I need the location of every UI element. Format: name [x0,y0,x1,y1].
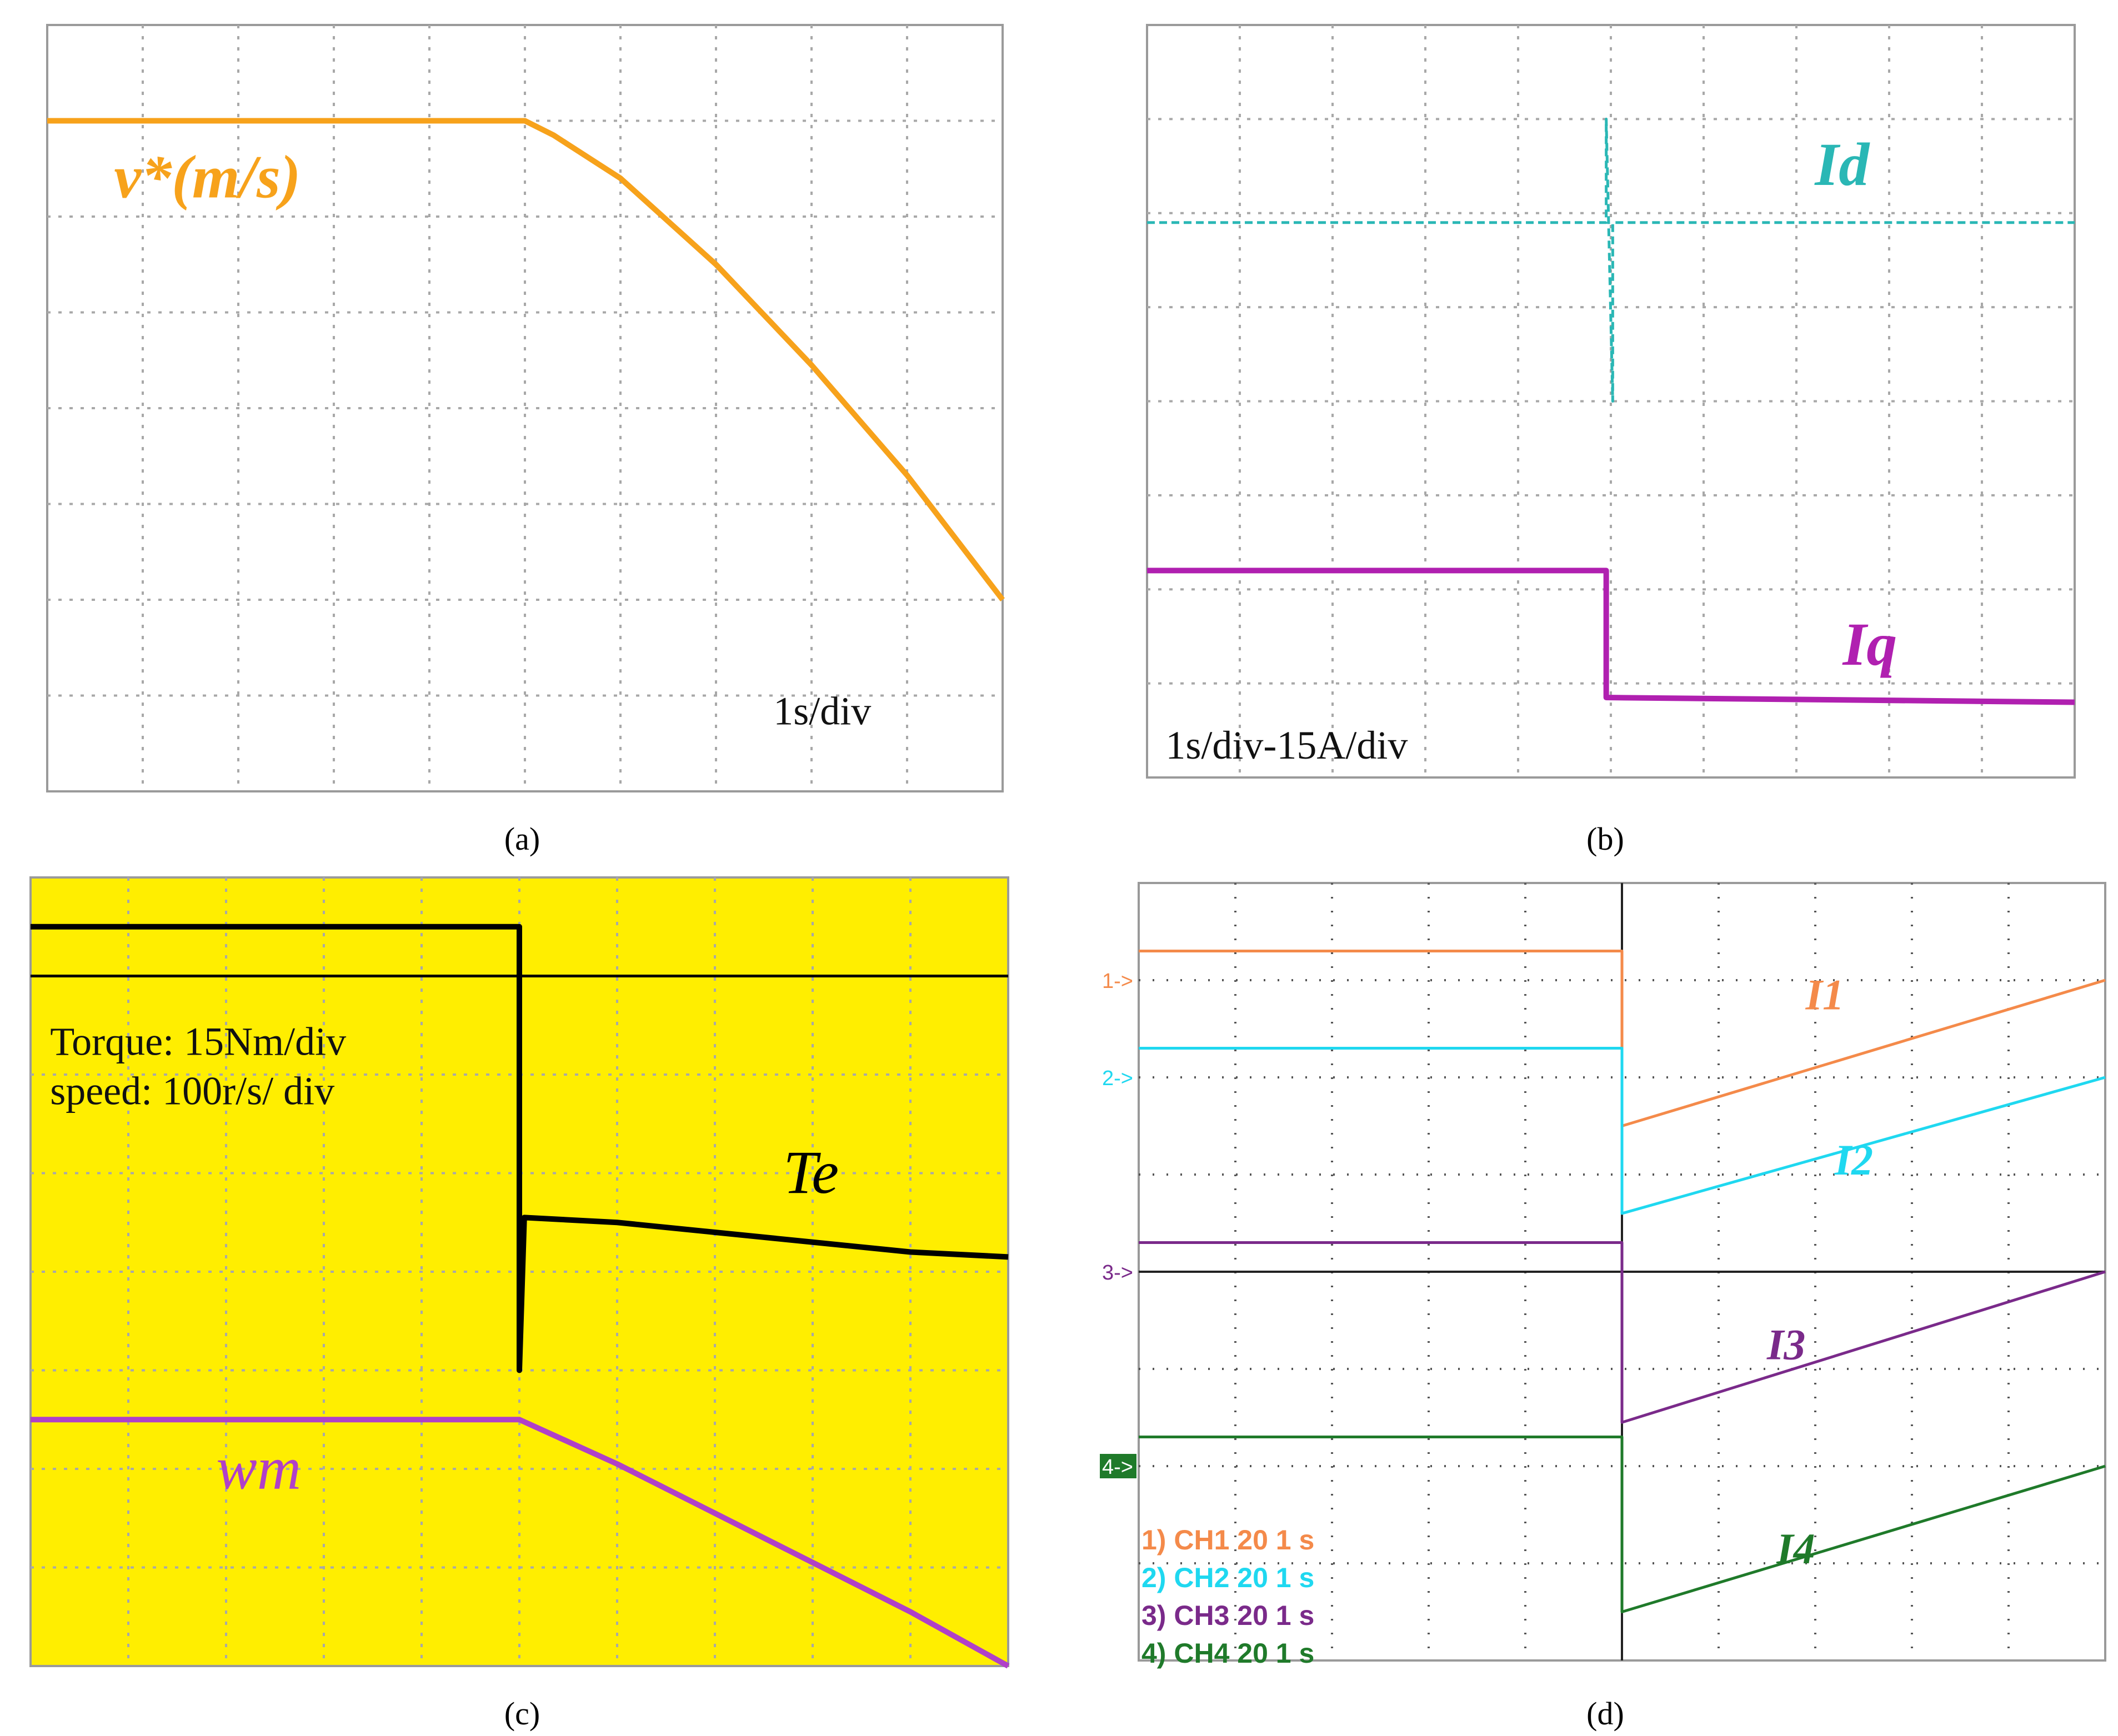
series-line-3 [1139,1241,2106,1424]
annotation-4: I4 [1776,1524,1815,1573]
annotation-3: I3 [1766,1321,1805,1369]
series-line-2 [31,1417,1010,1669]
channel-marker-4: 4-> [1102,1456,1133,1479]
channel-marker-2: 2-> [1102,1067,1133,1090]
channel-marker-bg [1100,1454,1136,1478]
channel-setting-3: 3) CH3 20 1 s [1141,1600,1314,1631]
series-line-4 [1139,1436,2106,1613]
panel-b-oscilloscope: Id Iq 1s/div-15A/div [1146,24,2076,779]
series-line-1 [47,118,1005,602]
channel-marker-3: 3-> [1102,1261,1133,1285]
channel-marker-1: 1-> [1102,970,1133,993]
channel-setting-2: 2) CH2 20 1 s [1141,1562,1314,1593]
series-line-1 [1139,950,2106,1127]
series-line-2 [1139,1047,2106,1215]
panel-c-label: (c) [504,1695,540,1732]
annotation-1: Torque: 15Nm/div [50,1020,346,1064]
channel-setting-1: 1) CH1 20 1 s [1141,1524,1314,1556]
series-line-2 [1147,568,2075,705]
annotation-2: I2 [1834,1136,1873,1184]
grid [1147,25,2075,777]
annotation-3: 1s/div-15A/div [1165,723,1408,767]
panel-a-label: (a) [504,821,540,857]
panel-d-oscilloscope: 1-> 2-> 3-> 4-> 1) CH1 20 1 s 2) CH2 20 1 s 3)… [1100,882,2106,1669]
annotation-2: speed: 100r/s/ div [50,1068,334,1113]
annotation-1: v*(m/s) [114,143,301,211]
series-line-1 [31,924,1009,1373]
annotation-3: Te [783,1138,839,1206]
annotation-1: I1 [1805,971,1844,1019]
annotation-4: wm [216,1434,301,1502]
panel-d-label: (d) [1586,1695,1624,1732]
panel-b-label: (b) [1586,821,1624,857]
channel-setting-4: 4) CH4 20 1 s [1141,1638,1314,1669]
panel-a-oscilloscope: v*(m/s) 1s/div [46,24,1005,792]
annotation-2: Iq [1842,610,1897,678]
series-line-1 [1147,117,2075,403]
annotation-1: Id [1814,131,1870,198]
annotation-2: 1s/div [773,689,871,733]
